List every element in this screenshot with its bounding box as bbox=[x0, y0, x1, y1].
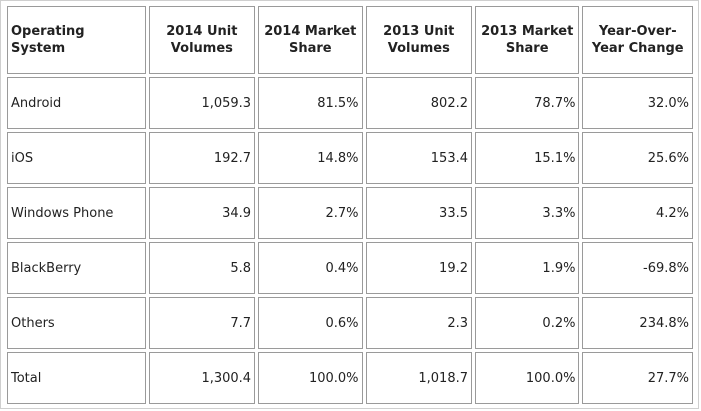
table-row: iOS 192.7 14.8% 153.4 15.1% 25.6% bbox=[7, 132, 693, 184]
cell-2014-units: 192.7 bbox=[148, 132, 256, 184]
cell-2014-share: 81.5% bbox=[258, 77, 363, 129]
cell-os-name: Windows Phone bbox=[7, 187, 146, 239]
table-row: Android 1,059.3 81.5% 802.2 78.7% 32.0% bbox=[7, 77, 693, 129]
cell-os-name: Total bbox=[7, 352, 146, 404]
cell-2013-units: 153.4 bbox=[365, 132, 472, 184]
cell-yoy-change: -69.8% bbox=[582, 242, 693, 294]
cell-2014-share: 0.6% bbox=[258, 297, 363, 349]
cell-yoy-change: 27.7% bbox=[582, 352, 693, 404]
cell-yoy-change: 25.6% bbox=[582, 132, 693, 184]
header-2013-unit-volumes: 2013 Unit Volumes bbox=[365, 6, 472, 74]
header-row: Operating System 2014 Unit Volumes 2014 … bbox=[7, 6, 693, 74]
cell-yoy-change: 4.2% bbox=[582, 187, 693, 239]
cell-os-name: Others bbox=[7, 297, 146, 349]
cell-2013-units: 33.5 bbox=[365, 187, 472, 239]
cell-os-name: iOS bbox=[7, 132, 146, 184]
cell-2013-units: 19.2 bbox=[365, 242, 472, 294]
cell-2013-share: 0.2% bbox=[475, 297, 580, 349]
table-row-total: Total 1,300.4 100.0% 1,018.7 100.0% 27.7… bbox=[7, 352, 693, 404]
cell-yoy-change: 234.8% bbox=[582, 297, 693, 349]
cell-2014-share: 100.0% bbox=[258, 352, 363, 404]
table-row: Windows Phone 34.9 2.7% 33.5 3.3% 4.2% bbox=[7, 187, 693, 239]
header-2014-market-share: 2014 Market Share bbox=[258, 6, 363, 74]
header-2013-market-share: 2013 Market Share bbox=[475, 6, 580, 74]
cell-2014-share: 2.7% bbox=[258, 187, 363, 239]
cell-os-name: BlackBerry bbox=[7, 242, 146, 294]
header-2014-unit-volumes: 2014 Unit Volumes bbox=[148, 6, 256, 74]
cell-os-name: Android bbox=[7, 77, 146, 129]
cell-2014-share: 0.4% bbox=[258, 242, 363, 294]
cell-yoy-change: 32.0% bbox=[582, 77, 693, 129]
cell-2013-units: 2.3 bbox=[365, 297, 472, 349]
table-row: BlackBerry 5.8 0.4% 19.2 1.9% -69.8% bbox=[7, 242, 693, 294]
cell-2013-units: 802.2 bbox=[365, 77, 472, 129]
cell-2013-share: 100.0% bbox=[475, 352, 580, 404]
header-yoy-change: Year-Over-Year Change bbox=[582, 6, 693, 74]
cell-2013-share: 3.3% bbox=[475, 187, 580, 239]
cell-2014-units: 34.9 bbox=[148, 187, 256, 239]
table-row: Others 7.7 0.6% 2.3 0.2% 234.8% bbox=[7, 297, 693, 349]
cell-2014-units: 7.7 bbox=[148, 297, 256, 349]
cell-2013-share: 1.9% bbox=[475, 242, 580, 294]
cell-2014-units: 1,059.3 bbox=[148, 77, 256, 129]
cell-2014-share: 14.8% bbox=[258, 132, 363, 184]
cell-2013-share: 78.7% bbox=[475, 77, 580, 129]
header-operating-system: Operating System bbox=[7, 6, 146, 74]
os-volume-table: Operating System 2014 Unit Volumes 2014 … bbox=[4, 3, 696, 407]
cell-2014-units: 1,300.4 bbox=[148, 352, 256, 404]
cell-2014-units: 5.8 bbox=[148, 242, 256, 294]
cell-2013-share: 15.1% bbox=[475, 132, 580, 184]
cell-2013-units: 1,018.7 bbox=[365, 352, 472, 404]
